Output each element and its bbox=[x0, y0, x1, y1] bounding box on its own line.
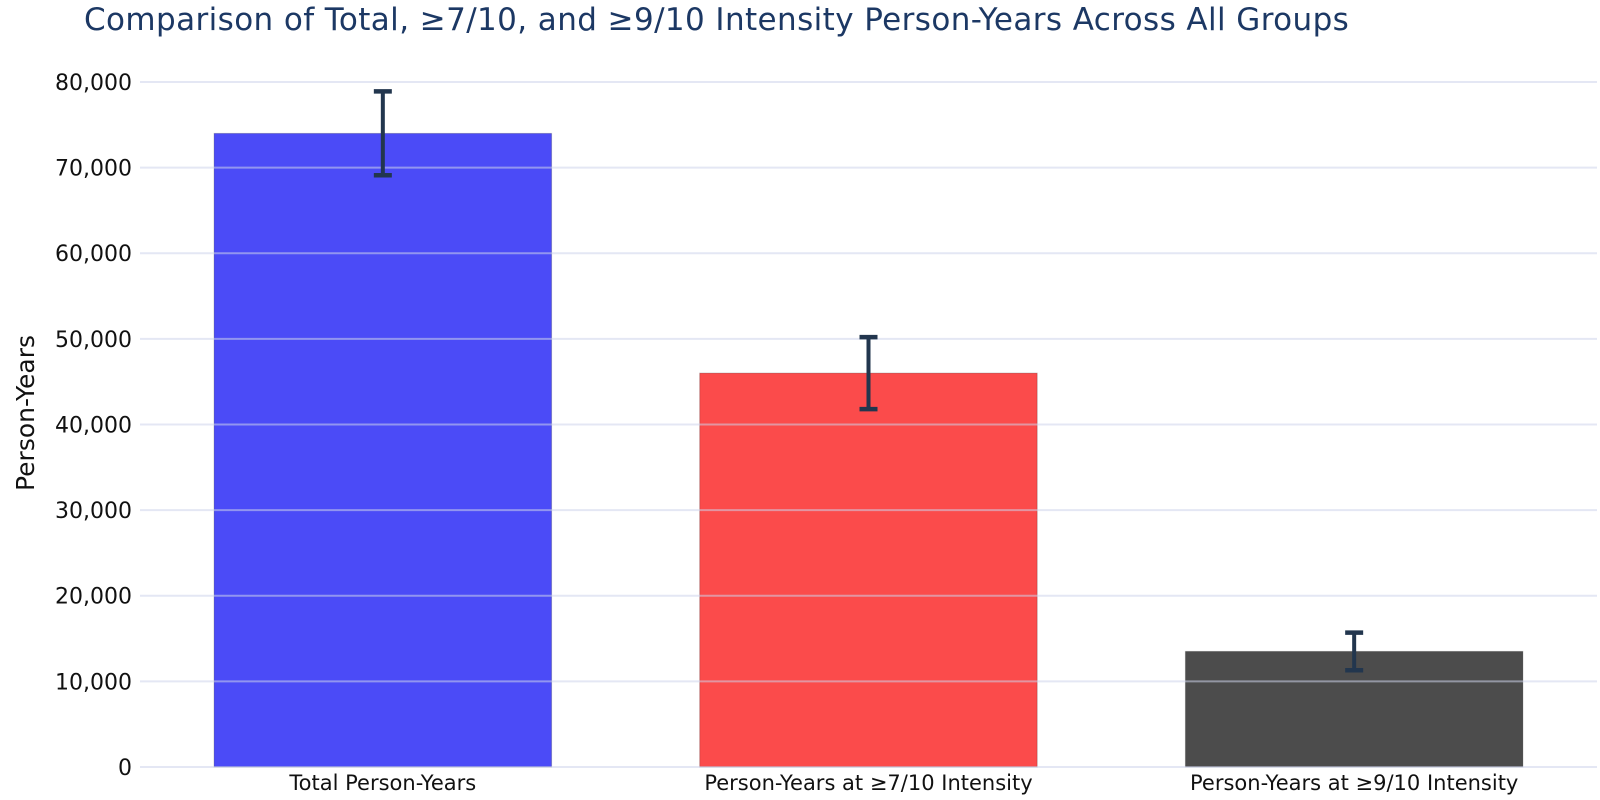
y-tick-label: 70,000 bbox=[55, 157, 132, 182]
bars-layer bbox=[213, 132, 1524, 768]
error-bar bbox=[373, 89, 392, 178]
error-bar bbox=[859, 334, 878, 412]
y-tick-label: 10,000 bbox=[55, 670, 132, 695]
bar bbox=[699, 372, 1038, 768]
y-tick-label: 50,000 bbox=[55, 328, 132, 353]
chart-title: Comparison of Total, ≥7/10, and ≥9/10 In… bbox=[84, 2, 1350, 38]
y-tick-label: 20,000 bbox=[55, 585, 132, 610]
y-tick-labels-layer: 0 10,000 20,000 30,000 40,000 50,000 60,000 70,… bbox=[55, 71, 132, 781]
bar bbox=[213, 132, 553, 768]
x-category-label: Person-Years at ≥9/10 Intensity bbox=[1190, 771, 1518, 795]
y-axis-title: Person-Years bbox=[11, 335, 40, 491]
y-tick-label: 0 bbox=[118, 756, 132, 781]
error-bar bbox=[1345, 630, 1364, 673]
error-bars-layer bbox=[373, 89, 1364, 673]
x-category-labels-layer: Total Person-Years Person-Years at ≥7/10 … bbox=[288, 771, 1518, 795]
y-tick-label: 40,000 bbox=[55, 414, 132, 439]
x-category-label: Total Person-Years bbox=[288, 771, 476, 795]
y-tick-label: 30,000 bbox=[55, 499, 132, 524]
y-tick-label: 80,000 bbox=[55, 71, 132, 96]
y-tick-label: 60,000 bbox=[55, 242, 132, 267]
x-category-label: Person-Years at ≥7/10 Intensity bbox=[704, 771, 1032, 795]
